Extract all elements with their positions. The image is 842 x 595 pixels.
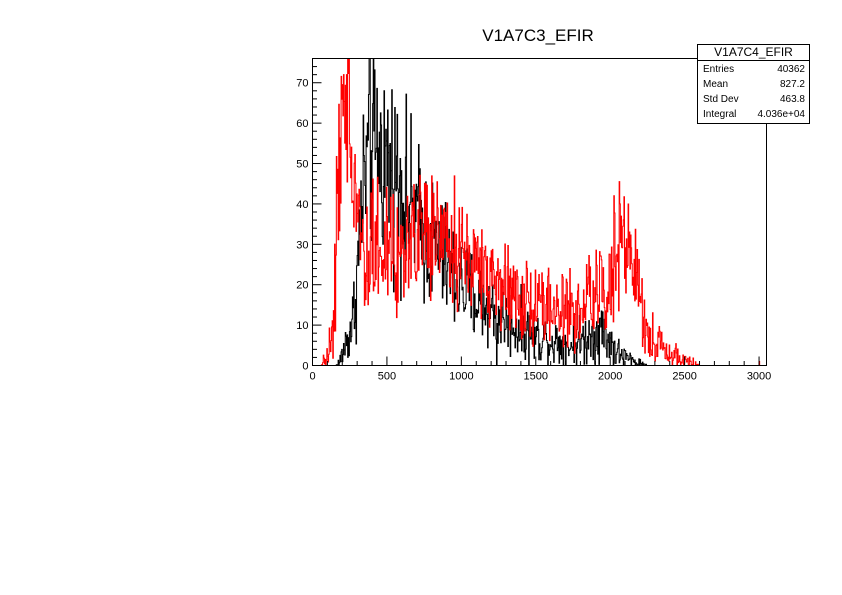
- stat-label-mean: Mean: [703, 79, 728, 90]
- x-axis: 0 500 1000 1500 2000 2500 3000: [309, 356, 771, 383]
- histogram-series-0: [312, 58, 767, 366]
- x-tick-label: 1500: [524, 371, 548, 383]
- y-tick-label: 70: [296, 78, 308, 90]
- y-tick-label: 50: [296, 159, 308, 171]
- stat-label-std-dev: Std Dev: [703, 94, 739, 105]
- stat-value-entries: 40362: [777, 64, 805, 75]
- y-tick-label: 40: [296, 199, 308, 211]
- stats-box: V1A7C4_EFIR Entries 40362 Mean 827.2 Std…: [697, 44, 810, 124]
- stat-value-mean: 827.2: [780, 79, 805, 90]
- stats-box-title: V1A7C4_EFIR: [714, 45, 793, 59]
- stats-box-frame: [697, 44, 810, 124]
- y-tick-label: 20: [296, 280, 308, 292]
- stat-value-std-dev: 463.8: [780, 94, 805, 105]
- histogram-layer: [312, 58, 767, 366]
- chart-title: V1A7C3_EFIR: [482, 26, 594, 45]
- x-tick-label: 1000: [449, 371, 473, 383]
- y-tick-label: 0: [302, 361, 308, 373]
- y-tick-label: 10: [296, 320, 308, 332]
- x-tick-label: 2000: [598, 371, 622, 383]
- histogram-series-1: [312, 58, 767, 366]
- stat-value-integral: 4.036e+04: [757, 109, 805, 120]
- y-tick-label: 60: [296, 118, 308, 130]
- stat-label-entries: Entries: [703, 64, 734, 75]
- y-tick-label: 30: [296, 239, 308, 251]
- stat-label-integral: Integral: [703, 109, 736, 120]
- y-axis: 0 10 20 30 40 50 60 70: [296, 66, 322, 373]
- x-tick-label: 3000: [747, 371, 771, 383]
- x-tick-label: 0: [309, 371, 315, 383]
- x-tick-label: 500: [378, 371, 396, 383]
- x-tick-label: 2500: [672, 371, 696, 383]
